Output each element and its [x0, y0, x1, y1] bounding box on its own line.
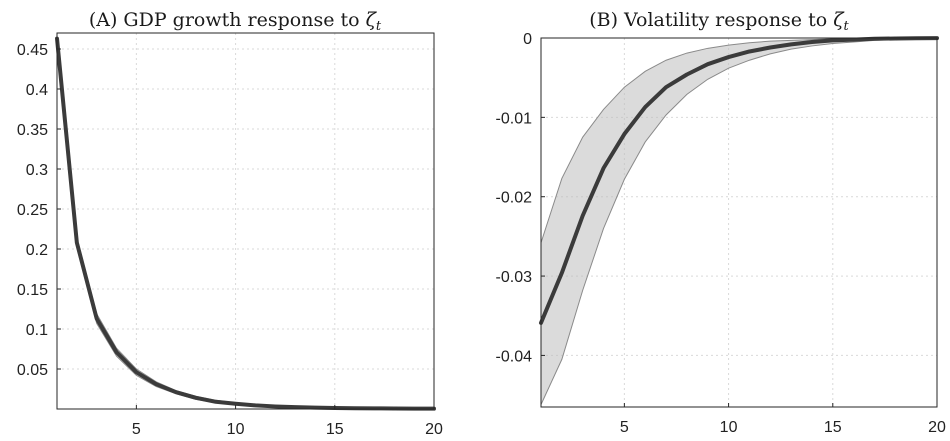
- panel-a-xtick-label: 10: [227, 421, 245, 438]
- panel-a-grid: [57, 33, 435, 409]
- panel-b-ticks: 5 10 15 20 -0.04 -0.03 -0.02 -0.01 0: [496, 31, 946, 436]
- panel-b-xtick-label: 5: [620, 419, 629, 436]
- panel-b-xtick-label: 15: [824, 419, 842, 436]
- panel-b-response-line: [539, 36, 939, 325]
- panel-a-ytick-label: 0.3: [26, 162, 48, 179]
- panel-a-confidence-band: [56, 36, 435, 410]
- panel-a-response-line: [55, 36, 436, 411]
- panel-a-ytick-label: 0.35: [17, 122, 48, 139]
- panel-b-xtick-label: 10: [720, 419, 738, 436]
- panel-b-volatility-response: (B) Volatility response to ζt 5 10 15 20 -0.…: [496, 9, 946, 436]
- panel-a-ytick-label: 0.45: [17, 42, 48, 59]
- panel-a-ticks: 5 10 15 20 0.05 0.1 0.15 0.2 0.25 0.3 0.35 0.4 0.45: [17, 42, 443, 438]
- panel-a-title: (A) GDP growth response to ζt: [89, 9, 382, 34]
- panel-b-title: (B) Volatility response to ζt: [589, 9, 849, 34]
- panel-b-confidence-band: [540, 37, 938, 405]
- panel-a-xtick-label: 5: [132, 421, 141, 438]
- panel-a-ytick-label: 0.25: [17, 202, 48, 219]
- panel-b-ytick-label: -0.02: [496, 190, 533, 207]
- panel-b-ytick-label: -0.01: [496, 110, 533, 127]
- panel-a-xtick-label: 15: [326, 421, 344, 438]
- panel-a-ytick-label: 0.15: [17, 282, 48, 299]
- panel-b-xtick-label: 20: [928, 419, 946, 436]
- panel-a-ytick-label: 0.2: [26, 242, 48, 259]
- panel-a-ytick-label: 0.05: [17, 362, 48, 379]
- panel-a-ytick-label: 0.4: [26, 82, 48, 99]
- panel-b-ytick-label: 0: [523, 31, 532, 48]
- panel-a-xtick-label: 20: [425, 421, 443, 438]
- panel-b-ytick-label: -0.03: [496, 269, 533, 286]
- panel-b-ytick-label: -0.04: [496, 348, 533, 365]
- panel-a-axes-box: [56, 32, 435, 410]
- panel-a-ytick-label: 0.1: [26, 322, 48, 339]
- panel-b-axes-box: [540, 37, 938, 408]
- panel-a-gdp-growth-response: (A) GDP growth response to ζt 5 10 15 20 0.0…: [17, 9, 443, 438]
